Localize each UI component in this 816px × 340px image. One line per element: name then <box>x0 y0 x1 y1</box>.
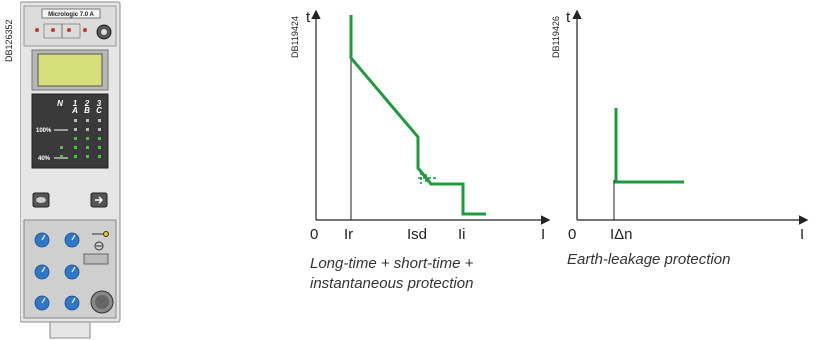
tick-ir: Ir <box>344 226 354 243</box>
led-indicators <box>35 23 87 39</box>
caption-line-2: instantaneous protection <box>310 275 474 292</box>
i-axis-label: I <box>800 226 805 243</box>
caption-line-1: Long-time + short-time + <box>310 255 474 272</box>
trip-curve-earth-leakage: t <box>566 9 809 225</box>
i-axis-label: I <box>541 226 546 243</box>
svg-text:1: 1 <box>73 99 78 108</box>
i2t-dashed-region <box>418 172 438 184</box>
svg-text:C: C <box>96 106 102 115</box>
device-reference: DB126352 <box>4 19 14 62</box>
bargraph-leds <box>60 119 101 158</box>
diagram2-origin: 0 <box>568 226 577 243</box>
trip-curve <box>349 15 486 216</box>
tick-idn: IΔn <box>610 226 633 243</box>
bargraph-panel <box>31 93 109 169</box>
svg-text:B: B <box>84 106 90 115</box>
diagram1-caption: Long-time + short-time + instantaneous p… <box>310 254 473 294</box>
leakage-curve <box>614 108 684 184</box>
diagram2-caption: Earth-leakage protection <box>567 251 731 268</box>
lcd-display <box>37 53 103 87</box>
tick-ii: Ii <box>458 226 466 243</box>
svg-text:A: A <box>71 106 78 115</box>
level-40-label: 40% <box>38 156 51 162</box>
t-axis-label: t <box>566 9 571 26</box>
trip-curve-lsi: t <box>306 9 551 225</box>
level-100-label: 100% <box>36 128 52 134</box>
t-axis-label: t <box>306 9 311 26</box>
svg-text:N: N <box>57 99 63 108</box>
diagram1-reference: DB119424 <box>290 16 300 58</box>
micrologic-trip-unit: Micrologic 7.0 A N 1 2 3 A B C 100% 40% <box>20 1 121 339</box>
svg-text:3: 3 <box>97 99 102 108</box>
model-label: Micrologic 7.0 A <box>48 12 94 18</box>
diagram1-origin: 0 <box>310 226 319 243</box>
tick-isd: Isd <box>407 226 428 243</box>
bargraph-headers: N 1 2 3 A B C <box>57 99 102 115</box>
svg-text:2: 2 <box>84 99 90 108</box>
